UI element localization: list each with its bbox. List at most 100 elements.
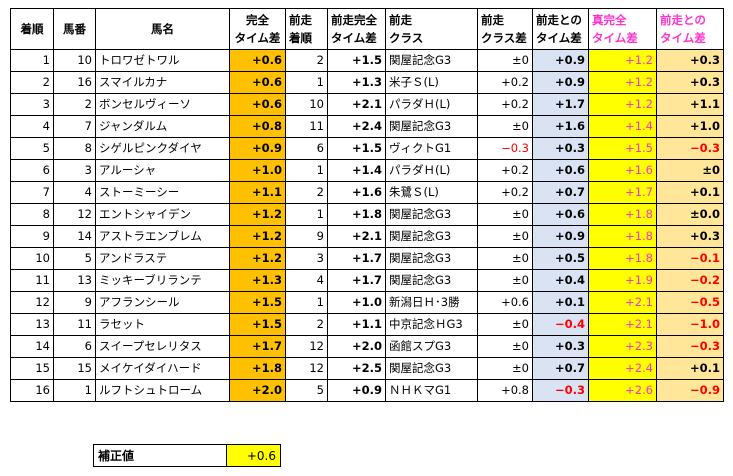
cell-time-diff: +0.6 — [229, 49, 286, 72]
cell-time-diff: +0.6 — [229, 93, 286, 116]
cell-horse-name: アフランシール — [95, 291, 230, 314]
cell-vs-prev: −0.4 — [532, 313, 589, 336]
cell-prev-class: ヴィクトG1 — [385, 137, 478, 160]
table-row: 8 12 エントシャイデン +1.2 1 +1.8 関屋記念G3 ±0 +0.6 +1.8 ±0.0 — [10, 203, 724, 226]
cell-prev-time-diff: +1.5 — [327, 49, 386, 72]
cell-time-diff: +1.2 — [229, 203, 286, 226]
cell-prev-time-diff: +1.5 — [327, 137, 386, 160]
cell-prev-class: 関屋記念G3 — [385, 115, 478, 138]
cell-vs-prev: +1.6 — [532, 115, 589, 138]
cell-prev-class-diff: ±0 — [477, 313, 533, 336]
cell-vs-prev: +0.3 — [532, 137, 589, 160]
cell-prev-finish: 12 — [285, 335, 328, 358]
table-row: 1 10 トロワゼトワル +0.6 2 +1.5 関屋記念G3 ±0 +0.9 +1.2 +0.3 — [10, 49, 724, 72]
cell-vs-prev-true: −0.1 — [656, 247, 724, 270]
cell-time-diff: +1.1 — [229, 181, 286, 204]
cell-true-time-diff: +1.2 — [588, 93, 657, 116]
table-row: 2 16 スマイルカナ +0.6 1 +1.3 米子Ｓ(L) +0.2 +0.9 +1.2 +0.3 — [10, 71, 724, 94]
cell-vs-prev: +0.6 — [532, 203, 589, 226]
cell-time-diff: +1.8 — [229, 357, 286, 380]
cell-prev-finish: 5 — [285, 379, 328, 402]
cell-vs-prev-true: −1.0 — [656, 313, 724, 336]
cell-horse-no: 4 — [53, 181, 96, 204]
cell-vs-prev-true: −0.2 — [656, 269, 724, 292]
cell-time-diff: +1.5 — [229, 291, 286, 314]
cell-prev-finish: 2 — [285, 49, 328, 72]
table-row: 4 7 ジャンダルム +0.8 11 +2.4 関屋記念G3 ±0 +1.6 +1.4 +1.0 — [10, 115, 724, 138]
cell-horse-no: 11 — [53, 313, 96, 336]
cell-vs-prev: +0.5 — [532, 247, 589, 270]
cell-vs-prev: +0.9 — [532, 49, 589, 72]
cell-vs-prev: −0.3 — [532, 379, 589, 402]
cell-prev-class: 函館スプG3 — [385, 335, 478, 358]
header-prev-time-diff: 前走完全 タイム差 — [327, 8, 386, 50]
cell-finish: 1 — [10, 49, 54, 72]
cell-time-diff: +0.9 — [229, 137, 286, 160]
cell-prev-finish: 1 — [285, 203, 328, 226]
cell-vs-prev-true: ±0.0 — [656, 203, 724, 226]
cell-prev-class-diff: +0.6 — [477, 291, 533, 314]
cell-prev-class: パラダＨ(L) — [385, 93, 478, 116]
cell-vs-prev-true: +1.1 — [656, 93, 724, 116]
cell-vs-prev: +0.9 — [532, 71, 589, 94]
cell-prev-time-diff: +0.9 — [327, 379, 386, 402]
cell-prev-class-diff: −0.3 — [477, 137, 533, 160]
table-row: 3 2 ボンセルヴィーソ +0.6 10 +2.1 パラダＨ(L) +0.2 +1.7 +1.2 +… — [10, 93, 724, 116]
cell-vs-prev-true: +1.0 — [656, 115, 724, 138]
cell-prev-class: 関屋記念G3 — [385, 49, 478, 72]
table-row: 16 1 ルフトシュトローム +2.0 5 +0.9 ＮＨＫマG1 +0.8 −0.3 +2.6−… — [10, 379, 724, 402]
cell-true-time-diff: +1.8 — [588, 247, 657, 270]
cell-finish: 14 — [10, 335, 54, 358]
cell-horse-name: アンドラステ — [95, 247, 230, 270]
cell-time-diff: +0.8 — [229, 115, 286, 138]
cell-true-time-diff: +1.5 — [588, 137, 657, 160]
cell-finish: 13 — [10, 313, 54, 336]
table-row: 11 13 ミッキーブリランテ +1.3 4 +1.7 関屋記念G3 ±0 +0.4 +1.9 −0… — [10, 269, 724, 292]
cell-prev-time-diff: +2.4 — [327, 115, 386, 138]
cell-horse-name: アルーシャ — [95, 159, 230, 182]
cell-prev-time-diff: +1.4 — [327, 159, 386, 182]
cell-horse-name: ルフトシュトローム — [95, 379, 230, 402]
cell-vs-prev-true: −0.9 — [656, 379, 724, 402]
cell-vs-prev: +0.6 — [532, 159, 589, 182]
cell-prev-class: 関屋記念G3 — [385, 225, 478, 248]
cell-time-diff: +1.3 — [229, 269, 286, 292]
cell-horse-no: 2 — [53, 93, 96, 116]
cell-true-time-diff: +2.3 — [588, 335, 657, 358]
cell-horse-no: 8 — [53, 137, 96, 160]
cell-prev-class-diff: +0.2 — [477, 159, 533, 182]
cell-finish: 10 — [10, 247, 54, 270]
cell-time-diff: +0.6 — [229, 71, 286, 94]
cell-true-time-diff: +1.8 — [588, 203, 657, 226]
cell-time-diff: +1.2 — [229, 247, 286, 270]
header-horse-no: 馬番 — [53, 8, 96, 50]
cell-prev-finish: 6 — [285, 137, 328, 160]
cell-prev-class-diff: ±0 — [477, 49, 533, 72]
correction-label: 補正値 — [93, 444, 227, 467]
header-prev-finish: 前走 着順 — [285, 8, 328, 50]
header-true-time-diff: 真完全 タイム差 — [588, 8, 657, 50]
header-row: 着順 馬番 馬名 完全 タイム差 前走 着順 前走完全 タイム差 前走 クラス 前走 クラ… — [10, 8, 724, 50]
cell-vs-prev: +1.7 — [532, 93, 589, 116]
cell-horse-name: ラセット — [95, 313, 230, 336]
cell-true-time-diff: +1.6 — [588, 159, 657, 182]
cell-finish: 15 — [10, 357, 54, 380]
cell-horse-name: シゲルピンクダイヤ — [95, 137, 230, 160]
cell-true-time-diff: +1.8 — [588, 225, 657, 248]
cell-prev-class-diff: +0.2 — [477, 71, 533, 94]
cell-horse-name: メイケイダイハード — [95, 357, 230, 380]
cell-vs-prev-true: +0.1 — [656, 357, 724, 380]
cell-prev-class-diff: ±0 — [477, 269, 533, 292]
correction-table: 補正値 +0.6 — [93, 444, 281, 467]
cell-vs-prev-true: +0.1 — [656, 181, 724, 204]
cell-finish: 8 — [10, 203, 54, 226]
cell-prev-finish: 9 — [285, 225, 328, 248]
cell-true-time-diff: +1.9 — [588, 269, 657, 292]
cell-prev-class: ＮＨＫマG1 — [385, 379, 478, 402]
table-row: 15 15 メイケイダイハード +1.8 12 +2.5 関屋記念G3 ±0 +0.7 +2.4 +… — [10, 357, 724, 380]
cell-horse-name: スマイルカナ — [95, 71, 230, 94]
cell-horse-name: ミッキーブリランテ — [95, 269, 230, 292]
cell-time-diff: +1.5 — [229, 313, 286, 336]
cell-prev-time-diff: +2.5 — [327, 357, 386, 380]
cell-vs-prev-true: −0.3 — [656, 335, 724, 358]
